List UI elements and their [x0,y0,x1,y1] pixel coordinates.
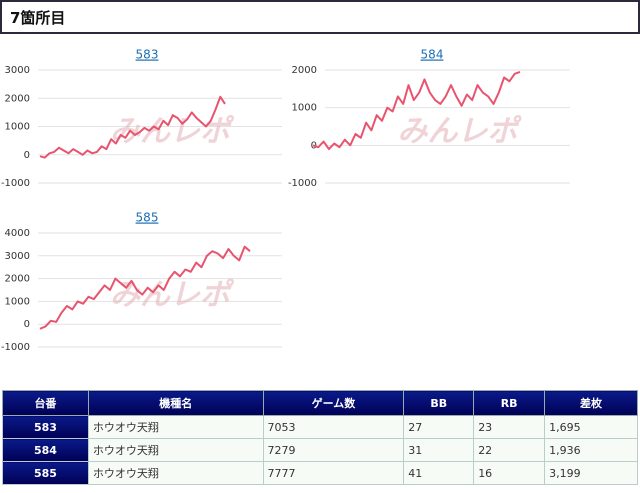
y-tick-label: -1000 [1,178,30,189]
table-row: 584 ホウオウ天翔 7279 31 22 1,936 [2,438,638,462]
table-cell: ホウオウ天翔 [87,415,264,439]
table-cell: 22 [473,438,546,462]
y-tick-label: 1000 [292,103,317,114]
chart-title[interactable]: 583 [136,48,159,62]
column-header: 機種名 [87,390,264,416]
column-header: ゲーム数 [262,390,405,416]
table-cell: 1,695 [544,415,638,439]
y-tick-label: 3000 [5,251,30,262]
y-tick-label: 4000 [5,228,30,239]
y-tick-label: 1000 [5,296,30,307]
table-body: 583 ホウオウ天翔 7053 27 23 1,695 584 ホウオウ天翔 7279 31 22 1… [2,415,638,485]
table-row: 585 ホウオウ天翔 7777 41 16 3,199 [2,461,638,485]
table-cell: 584 [2,438,89,462]
y-tick-label: 2000 [292,65,317,76]
table-cell: 27 [403,415,475,439]
y-tick-label: 0 [24,150,30,161]
data-line [39,95,226,159]
chart-title[interactable]: 584 [421,48,444,62]
chart-title[interactable]: 585 [136,211,159,225]
column-header: 台番 [2,390,89,416]
y-tick-label: -1000 [288,178,317,189]
table-cell: 16 [473,461,546,485]
table-cell: 585 [2,461,89,485]
y-tick-label: 3000 [5,65,30,76]
column-header: BB [403,390,475,416]
y-tick-label: 2000 [5,93,30,104]
data-table: 台番 機種名 ゲーム数 BB RB 差枚 583 ホウオウ天翔 7053 27 23 1,695 58… [2,390,638,485]
watermark: みんレポ [110,278,235,313]
table-cell: 1,936 [544,438,638,462]
table-cell: ホウオウ天翔 [87,438,264,462]
table-cell: 7279 [262,438,405,462]
table-cell: 23 [473,415,546,439]
table-cell: ホウオウ天翔 [87,461,264,485]
section-title: 7箇所目 [10,9,66,27]
table-header: 台番 機種名 ゲーム数 BB RB 差枚 [2,390,638,416]
data-line [39,245,251,330]
charts: 583 -1000 0 1000 2000 3000 みんレポ 584 -1000 0 1000 20… [1,48,570,353]
y-tick-label: 2000 [5,274,30,285]
table-cell: 583 [2,415,89,439]
table-cell: 7777 [262,461,405,485]
section-header: 7箇所目 [0,0,640,34]
watermark: みんレポ [398,114,523,149]
table-cell: 41 [403,461,475,485]
column-header: RB [473,390,546,416]
data-line [312,70,521,151]
y-tick-label: 0 [24,319,30,330]
table-cell: 7053 [262,415,405,439]
table-cell: 31 [403,438,475,462]
table-row: 583 ホウオウ天翔 7053 27 23 1,695 [2,415,638,439]
y-tick-label: -1000 [1,342,30,353]
y-tick-label: 1000 [5,122,30,133]
column-header: 差枚 [544,390,638,416]
table-cell: 3,199 [544,461,638,485]
